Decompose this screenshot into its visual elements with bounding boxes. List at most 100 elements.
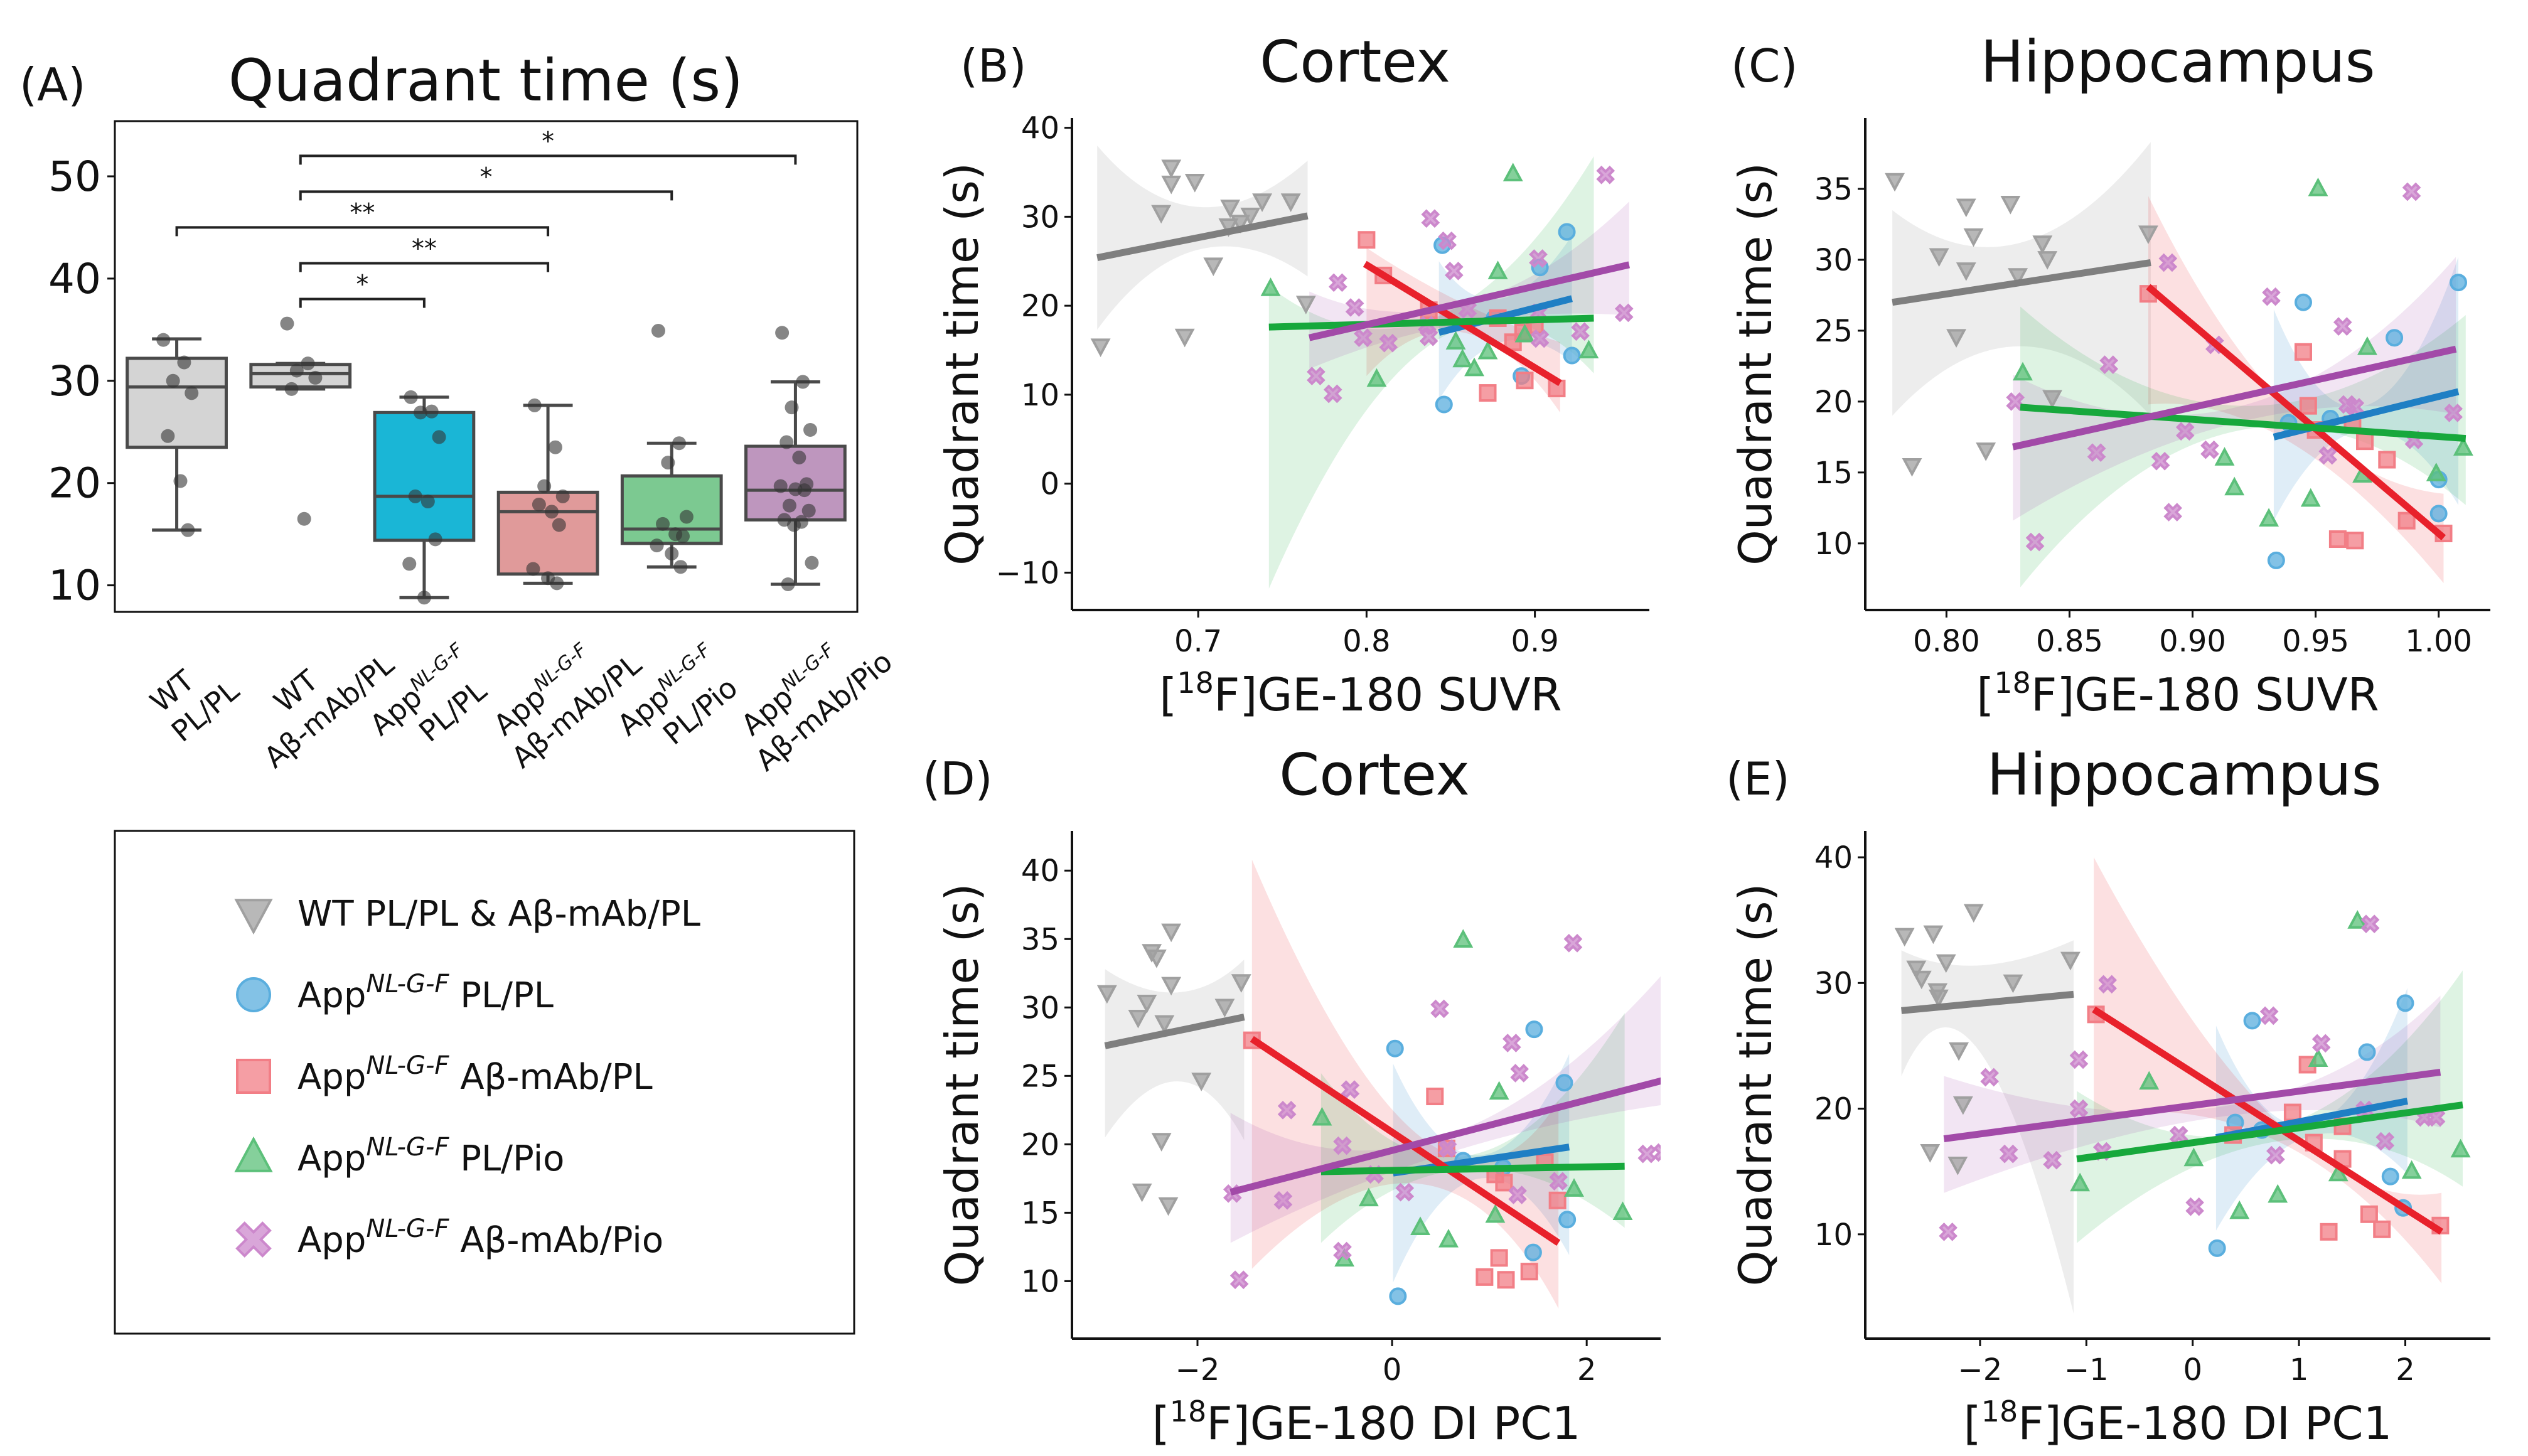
- data-point: [2087, 443, 2106, 463]
- data-point: [2426, 463, 2446, 481]
- regression-line: [1229, 1077, 1661, 1196]
- significance-bracket: [175, 226, 550, 237]
- chart-title: Quadrant time (s): [228, 47, 743, 114]
- significance-bracket: [299, 190, 673, 201]
- data-point: [1354, 328, 1373, 348]
- data-point: [1174, 328, 1195, 348]
- data-point: [1096, 985, 1117, 1004]
- data-point: [402, 557, 417, 571]
- data-point: [1489, 1081, 1509, 1100]
- legend-label-text: Aβ-mAb/Pio: [449, 1220, 663, 1261]
- confidence-band: [1944, 995, 2441, 1193]
- data-point: [1358, 1187, 1379, 1207]
- x-tick-label: 0.9: [1511, 624, 1558, 659]
- data-point: [1516, 372, 1534, 390]
- data-point: [2099, 355, 2119, 374]
- data-point: [1637, 1144, 1657, 1164]
- data-point: [1410, 1216, 1430, 1235]
- data-point: [297, 511, 311, 526]
- y-tick-label: 10: [48, 562, 101, 610]
- legend-marker-circle-icon: [236, 977, 271, 1012]
- confidence-band: [1320, 1013, 1625, 1243]
- data-point: [2229, 1200, 2250, 1219]
- regression-line: [2092, 1006, 2444, 1235]
- data-point: [1161, 923, 1182, 943]
- data-point: [673, 560, 688, 574]
- data-point: [1612, 1201, 1633, 1220]
- data-point: [2139, 1071, 2160, 1090]
- x-axis-label-superscript: 18: [1177, 666, 1214, 700]
- data-point: [1548, 1191, 1567, 1209]
- data-point: [1549, 1172, 1568, 1191]
- data-point: [1928, 989, 1949, 1009]
- x-tick-label: 1: [2290, 1352, 2309, 1388]
- regression-line: [1250, 1036, 1561, 1246]
- legend-label-text: App: [297, 1057, 366, 1098]
- data-point: [2267, 551, 2285, 569]
- data-point: [1963, 228, 1984, 247]
- x-axis-label: [18F]GE-180 DI PC1: [1964, 1394, 2392, 1450]
- data-point: [432, 430, 446, 444]
- x-tick-label: 0: [2183, 1352, 2202, 1388]
- x-axis-label: [18F]GE-180 DI PC1: [1152, 1394, 1581, 1450]
- data-point: [2003, 974, 2023, 993]
- chart-title: Cortex: [1260, 28, 1450, 95]
- y-tick-label: 35: [1814, 172, 1853, 207]
- data-point: [1956, 198, 1976, 218]
- data-point: [1438, 231, 1457, 250]
- data-point: [1366, 368, 1387, 387]
- category-label: AppNL-G-FAβ-mAb/Pio: [734, 639, 899, 778]
- confidence-band: [1366, 247, 1560, 413]
- data-point: [1524, 1243, 1542, 1261]
- box-group: [496, 398, 599, 591]
- data-point: [1578, 340, 1599, 359]
- plot-area: [1096, 859, 1661, 1309]
- y-tick-label: 20: [48, 459, 101, 508]
- data-point: [2259, 508, 2279, 527]
- legend-label-superscript: NL-G-F: [366, 1133, 449, 1162]
- data-point: [2037, 251, 2058, 270]
- data-point: [1231, 974, 1251, 993]
- panel-label: (A): [19, 58, 85, 111]
- data-point: [1295, 296, 1316, 314]
- box-group: [126, 333, 228, 537]
- significance-bracket: [299, 154, 797, 165]
- data-point: [2402, 182, 2421, 201]
- data-point: [2299, 397, 2317, 415]
- x-axis-label-text: [: [1159, 668, 1177, 721]
- data-point: [173, 474, 188, 488]
- data-point: [785, 400, 799, 415]
- data-point: [2381, 1167, 2399, 1186]
- data-point: [796, 375, 810, 389]
- data-point: [2158, 253, 2178, 272]
- data-point: [280, 316, 294, 331]
- y-tick-label: 10: [1021, 1264, 1059, 1299]
- data-point: [555, 489, 570, 503]
- data-point: [537, 479, 552, 493]
- data-point: [2320, 1223, 2338, 1241]
- plot-frame: [114, 120, 859, 613]
- data-point: [2069, 1050, 2089, 1069]
- confidence-band: [1230, 976, 1661, 1243]
- data-point: [1563, 346, 1581, 365]
- x-tick-label: 1.00: [2405, 624, 2472, 659]
- data-point: [1341, 1080, 1360, 1099]
- data-point: [1911, 970, 1932, 990]
- y-tick-label: 25: [1021, 1059, 1059, 1094]
- data-point: [1999, 1144, 2018, 1164]
- data-point: [2450, 274, 2468, 292]
- regression-line: [1104, 1014, 1245, 1049]
- data-point: [1885, 173, 1905, 192]
- series-points: [1096, 923, 1251, 1216]
- data-point: [2356, 432, 2374, 451]
- data-point: [2429, 505, 2448, 523]
- y-tick-label: 20: [1814, 1092, 1853, 1127]
- data-point: [2328, 1162, 2349, 1182]
- data-point: [2224, 476, 2245, 496]
- data-point: [2396, 994, 2414, 1012]
- data-point: [2294, 293, 2312, 311]
- data-point: [1563, 933, 1583, 953]
- category-label: AppNL-G-FAβ-mAb/PL: [487, 639, 648, 775]
- data-point: [2311, 1034, 2331, 1053]
